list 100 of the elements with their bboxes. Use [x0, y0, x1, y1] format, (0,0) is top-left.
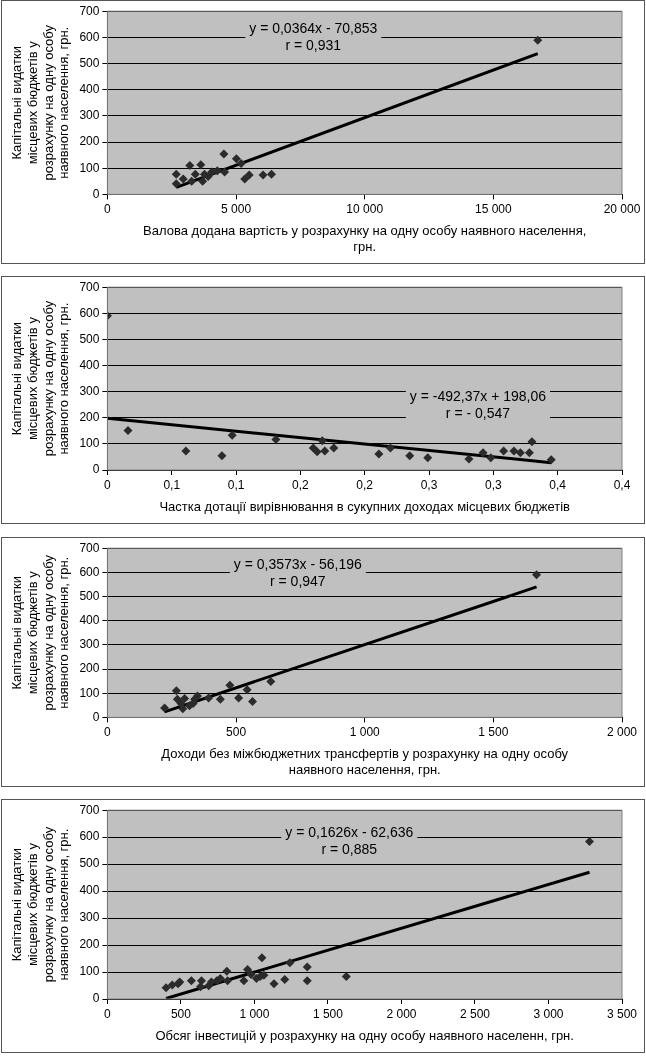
point — [180, 694, 190, 704]
annotation: r = 0,931 — [285, 37, 342, 54]
x-tick-label: 0 — [104, 724, 112, 739]
x-axis-title: Частка дотації вирівнювання в сукупних доходах місцевих бюджетів — [159, 498, 571, 514]
point — [195, 982, 205, 992]
y-tick-label: 600 — [79, 564, 100, 579]
y-axis-title: Капітальні видатки місцевих бюджетів у розрахунку на одну особу наявного населення, грн. — [9, 24, 72, 181]
point — [533, 35, 543, 45]
point — [374, 449, 384, 459]
y-tick-label: 200 — [79, 134, 100, 149]
y-tick-label: 300 — [79, 383, 100, 398]
point — [258, 170, 268, 180]
x-tick-label: 0 — [104, 201, 112, 216]
x-tick-label: 0,2 — [292, 477, 310, 492]
y-tick-label: 700 — [79, 3, 100, 18]
y-tick-label: 0 — [92, 991, 100, 1006]
point — [515, 448, 525, 458]
point — [302, 976, 312, 986]
point — [220, 167, 230, 177]
point — [181, 446, 191, 456]
y-tick-label: 500 — [79, 588, 100, 603]
y-tick-label: 100 — [79, 964, 100, 979]
point — [185, 161, 195, 171]
point — [248, 696, 258, 706]
point — [266, 676, 276, 686]
y-axis-title: Капітальні видатки місцевих бюджетів у розрахунку на одну особу наявного населення, грн. — [9, 554, 72, 711]
point — [225, 680, 235, 690]
y-tick-label: 200 — [79, 937, 100, 952]
y-tick-label: 400 — [79, 82, 100, 97]
y-axis-title: Капітальні видатки місцевих бюджетів у розрахунку на одну особу наявного населення, грн. — [9, 300, 72, 457]
point — [160, 703, 170, 713]
y-tick-label: 700 — [79, 802, 100, 817]
x-tick-label: 2 000 — [386, 1006, 417, 1021]
x-tick-label: 0,4 — [549, 477, 567, 492]
y-tick-label: 200 — [79, 410, 100, 425]
point — [239, 976, 249, 986]
point — [464, 454, 474, 464]
x-tick-label: 0 — [104, 477, 112, 492]
point — [197, 976, 207, 986]
annotation: r = 0,947 — [269, 572, 326, 589]
annotation: y = 0,1626x - 62,636 — [285, 823, 414, 840]
annotation: y = 0,0364x - 70,853 — [249, 20, 378, 37]
point — [234, 693, 244, 703]
point — [231, 154, 241, 164]
point — [285, 958, 295, 968]
point — [243, 965, 253, 975]
x-tick-label: 1 500 — [478, 724, 509, 739]
y-tick-label: 400 — [79, 357, 100, 372]
point — [215, 694, 225, 704]
point — [171, 179, 181, 189]
y-tick-label: 400 — [79, 883, 100, 898]
point — [222, 966, 232, 976]
point — [186, 976, 196, 986]
y-tick-label: 200 — [79, 661, 100, 676]
y-tick-label: 600 — [79, 305, 100, 320]
point — [546, 455, 556, 465]
point — [223, 976, 233, 986]
y-tick-label: 300 — [79, 910, 100, 925]
point — [187, 176, 197, 186]
x-tick-label: 20 000 — [603, 201, 641, 216]
point — [527, 437, 537, 447]
x-tick-label: 0,2 — [356, 477, 374, 492]
y-tick-label: 0 — [92, 462, 100, 477]
point — [317, 436, 327, 446]
y-tick-label: 600 — [79, 829, 100, 844]
x-tick-label: 3 000 — [533, 1006, 564, 1021]
point — [171, 686, 181, 696]
x-tick-label: 1 500 — [312, 1006, 344, 1021]
point — [320, 446, 330, 456]
point — [585, 836, 595, 846]
point — [196, 160, 206, 170]
x-tick-label: 0,3 — [420, 477, 438, 492]
y-tick-label: 500 — [79, 55, 100, 70]
y-tick-label: 500 — [79, 331, 100, 346]
y-tick-label: 0 — [92, 186, 100, 201]
annotation: r = 0,885 — [321, 840, 378, 857]
point — [478, 448, 488, 458]
point — [341, 972, 351, 982]
point — [267, 169, 276, 179]
y-tick-label: 0 — [92, 709, 100, 724]
y-tick-label: 400 — [79, 613, 100, 628]
point — [242, 685, 252, 695]
point — [524, 448, 534, 458]
x-tick-label: 15 000 — [475, 201, 513, 216]
y-tick-label: 300 — [79, 637, 100, 652]
y-tick-label: 300 — [79, 108, 100, 123]
x-axis-title: Обсяг інвестицій у розрахунку на одну особу наявного населенн, грн. — [155, 1027, 574, 1043]
x-tick-label: 1 000 — [349, 724, 381, 739]
y-tick-label: 500 — [79, 856, 100, 871]
annotation: y = -492,37x + 198,06 — [409, 387, 547, 404]
x-tick-label: 2 000 — [606, 724, 638, 739]
point — [532, 570, 542, 580]
point — [178, 704, 188, 714]
point — [280, 975, 290, 985]
x-tick-label: 500 — [170, 1006, 192, 1021]
y-tick-label: 700 — [79, 540, 100, 555]
y-tick-label: 600 — [79, 29, 100, 44]
point — [302, 962, 312, 972]
point — [271, 434, 281, 444]
y-tick-label: 100 — [79, 436, 100, 451]
